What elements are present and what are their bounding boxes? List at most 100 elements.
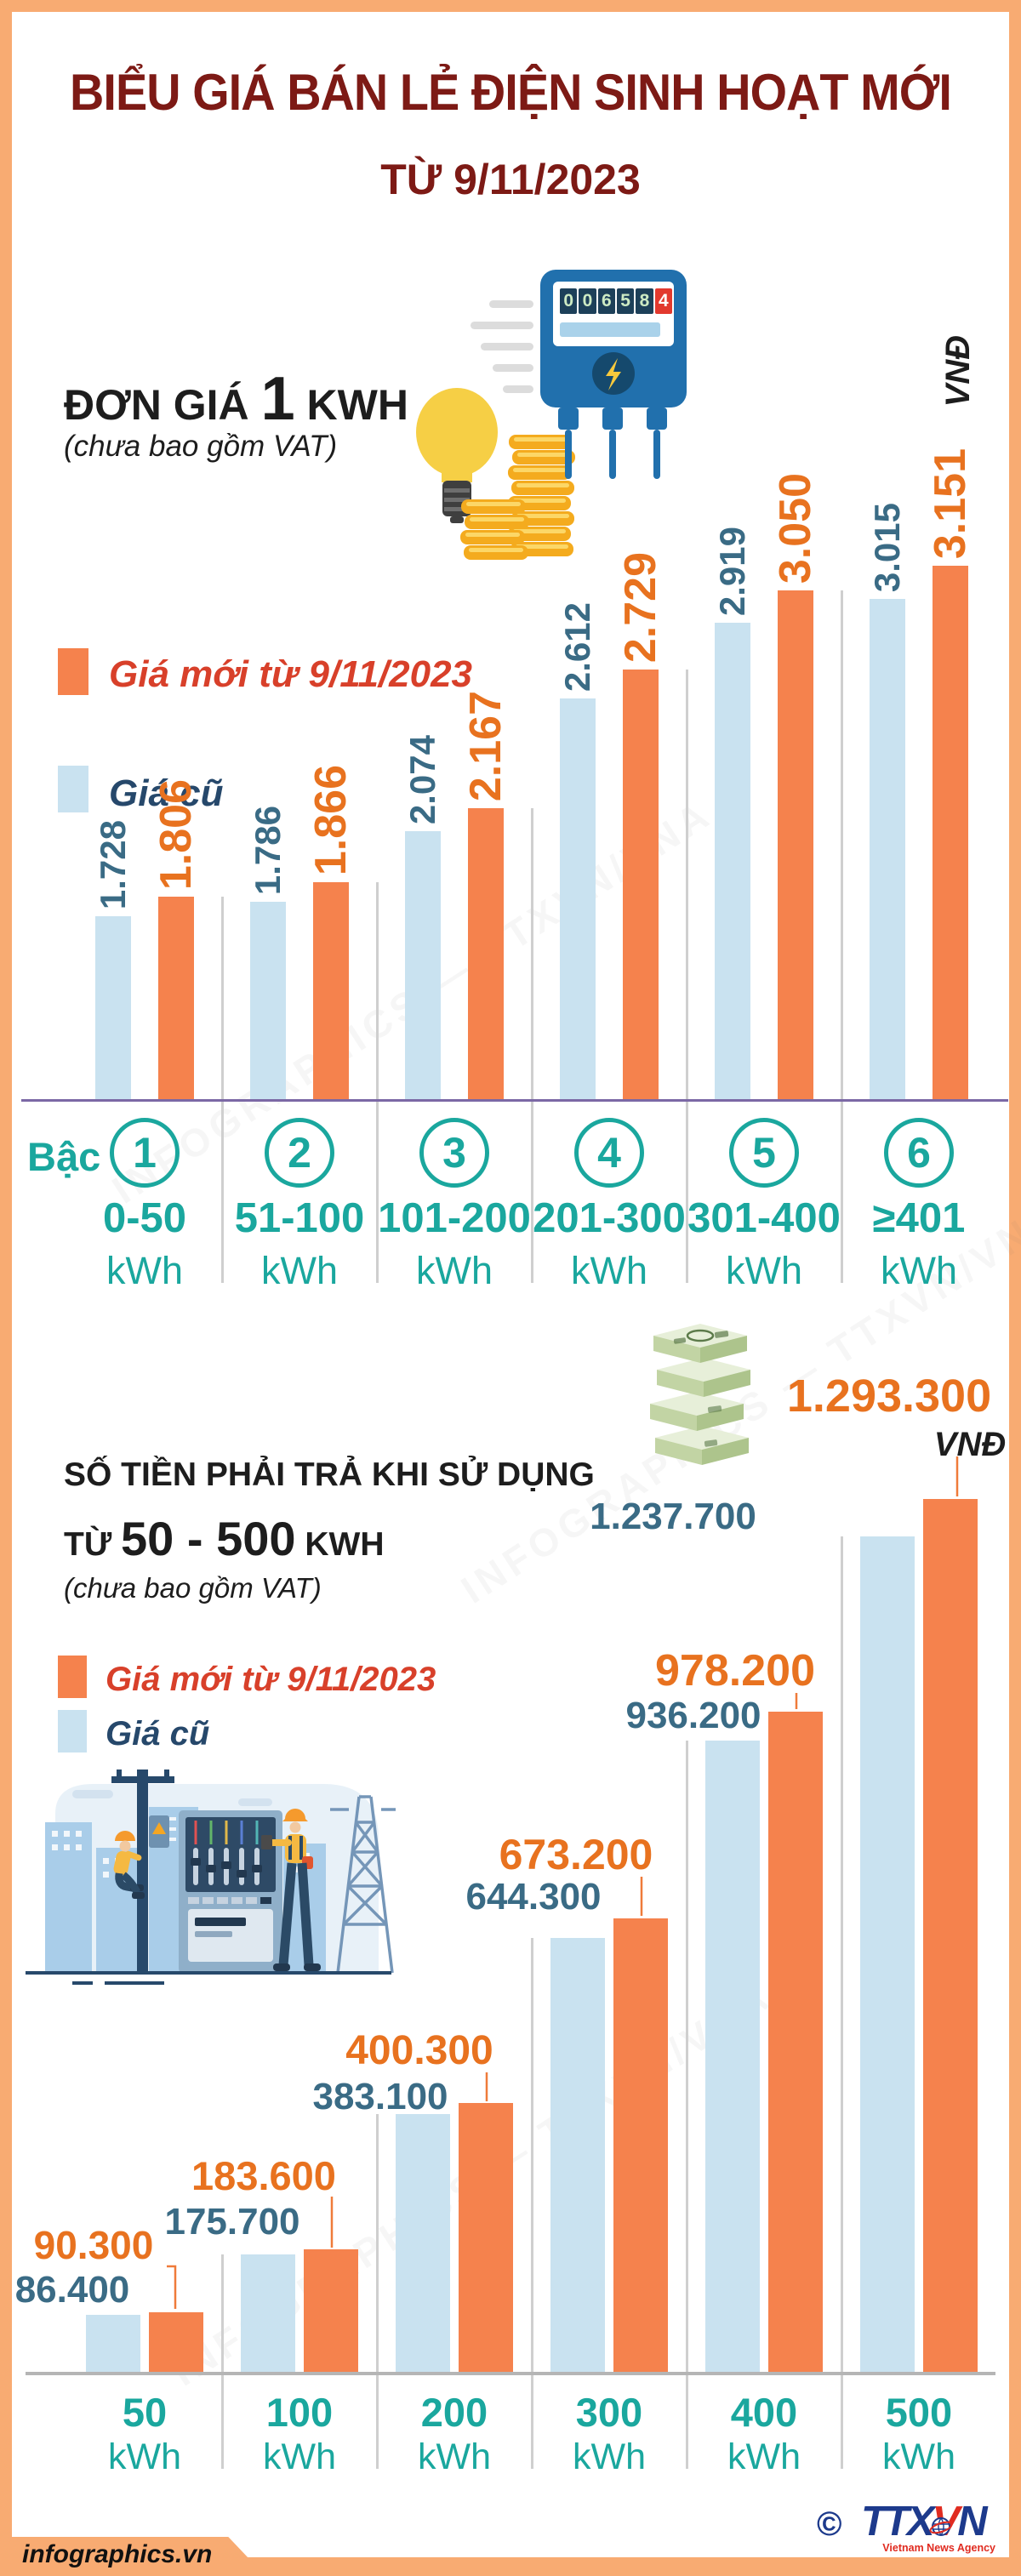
chart2-x-unit: kWh [263, 2436, 336, 2477]
climbing-worker [113, 1831, 145, 1899]
tier-unit-label: kWh [881, 1249, 957, 1292]
tier-row-divider [841, 1101, 843, 1283]
tier-row-divider [686, 1101, 688, 1283]
coins-icon [460, 435, 575, 560]
chart1-bar-old [405, 831, 441, 1101]
legend1-old-label: Giá cũ [109, 772, 224, 814]
chart2-bar-new [768, 1712, 823, 2374]
chart2-value-new: 978.200 [655, 1646, 815, 1695]
chart1-bar-old [870, 599, 905, 1101]
tier-circle: 4 [574, 1118, 644, 1188]
section2-note: (chưa bao gồm VAT) [64, 1572, 322, 1604]
chart1-bar-new [623, 670, 659, 1101]
chart2-bar-new [149, 2312, 203, 2374]
chart2-x-number: 500 [885, 2390, 953, 2435]
money-stack-icon [650, 1324, 750, 1465]
chart2-bar-old [86, 2315, 140, 2374]
chart1-value-new: 3.151 [926, 447, 975, 559]
page-title: BIỂU GIÁ BÁN LẺ ĐIỆN SINH HOẠT MỚI [70, 64, 952, 121]
chart2-x-number: 400 [730, 2390, 798, 2435]
tier-unit-label: kWh [726, 1249, 802, 1292]
chart2-bar-new [459, 2103, 513, 2374]
chart2-x-unit: kWh [418, 2436, 491, 2477]
tier-range-label: ≥401 [872, 1195, 966, 1241]
chart2-group-divider [376, 2114, 379, 2374]
chart2-axis-divider [841, 2374, 843, 2469]
meter-digit: 0 [579, 288, 596, 314]
chart2-x-unit: kWh [108, 2436, 181, 2477]
chart2-x-number: 100 [265, 2390, 334, 2435]
chart1-value-old: 2.612 [557, 601, 597, 692]
tier-range-label: 201-300 [533, 1195, 686, 1241]
chart2-unit-label: VNĐ [933, 1426, 1007, 1463]
chart2-value-new: 183.600 [191, 2152, 336, 2198]
chart1-bar-old [715, 623, 750, 1101]
footer-site-label: infographics.vn [22, 2540, 213, 2568]
tier-circle: 6 [884, 1118, 954, 1188]
chart1-value-new: 2.167 [461, 690, 510, 801]
chart2-bar-new [923, 1499, 978, 2374]
section1-note: (chưa bao gồm VAT) [64, 430, 338, 463]
chart2-group-divider [686, 1741, 688, 2374]
tier-circle: 5 [729, 1118, 799, 1188]
legend2-old-label: Giá cũ [106, 1715, 210, 1752]
chart2-highlight-value: 1.293.300 [786, 1371, 992, 1422]
chart2-group-divider [221, 2254, 224, 2374]
chart2-value-old: 86.400 [14, 2269, 130, 2311]
tier-row-label: Bậc [27, 1134, 101, 1179]
chart2-value-old: 175.700 [164, 2201, 300, 2243]
tier-unit-label: kWh [571, 1249, 647, 1292]
chart2-group-divider [531, 1938, 533, 2374]
chart2-baseline [26, 2372, 995, 2375]
agency-subtitle: Vietnam News Agency [882, 2542, 995, 2554]
chart2-x-number: 300 [575, 2390, 643, 2435]
chart2-axis-divider [221, 2374, 224, 2469]
agency-logo: TTXVN [861, 2498, 988, 2545]
section1-heading-number: 1 [260, 365, 295, 433]
chart1-value-old: 2.919 [712, 526, 752, 616]
legend1-new-swatch [58, 648, 88, 695]
chart2-bar-old [860, 1536, 915, 2374]
section2-heading-line2: TỪ 50 - 500 KWH [64, 1511, 385, 1566]
meter-digit: 4 [654, 288, 672, 314]
chart2-value-old: 383.100 [312, 2076, 448, 2117]
chart2-x-unit: kWh [727, 2436, 801, 2477]
chart1-bar-new [778, 590, 813, 1101]
legend2-old-swatch [58, 1710, 87, 1752]
chart1-group-divider [841, 590, 843, 1101]
agency-logo-n: N [957, 2499, 987, 2545]
chart2-value-old: 936.200 [625, 1695, 761, 1736]
chart1-group-divider [221, 897, 224, 1101]
tier-range-label: 301-400 [687, 1195, 841, 1241]
section2-heading-line1: SỐ TIỀN PHẢI TRẢ KHI SỬ DỤNG [64, 1456, 595, 1493]
chart1-value-old: 2.074 [402, 734, 442, 824]
section1-heading-post: KWH [306, 381, 408, 429]
chart2-value-old: 644.300 [465, 1876, 602, 1918]
tier-unit-label: kWh [416, 1249, 493, 1292]
copyright-icon: © [817, 2505, 842, 2543]
chart1-bar-old [250, 902, 286, 1101]
tier-circle: 1 [110, 1118, 180, 1188]
tier-row-divider [376, 1101, 379, 1283]
section1-heading-pre: ĐƠN GIÁ [64, 381, 249, 429]
legend1-new-label: Giá mới từ 9/11/2023 [109, 653, 473, 695]
legend2-new-swatch [58, 1656, 87, 1698]
chart2-x-number: 50 [122, 2390, 168, 2435]
chart1-bar-new [158, 897, 194, 1101]
section2-heading-number: 50 - 500 [121, 1512, 296, 1565]
chart2-x-unit: kWh [882, 2436, 955, 2477]
chart1-bar-new [468, 808, 504, 1101]
transmission-tower [330, 1795, 396, 1974]
chart2-axis-divider [531, 2374, 533, 2469]
chart2-axis-divider [686, 2374, 688, 2469]
chart2-bar-new [613, 1918, 668, 2374]
chart2-value-new: 400.300 [345, 2028, 493, 2073]
standing-worker [261, 1809, 321, 1971]
chart1-value-new: 1.866 [306, 764, 356, 875]
chart1-unit-label: VNĐ [939, 334, 977, 407]
chart2-group-divider [841, 1536, 843, 2374]
meter-digit: 5 [616, 288, 635, 314]
chart2-x-number: 200 [420, 2390, 488, 2435]
